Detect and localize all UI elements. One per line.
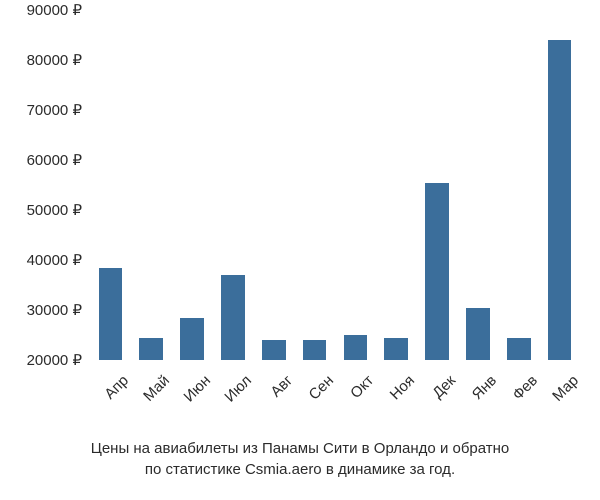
x-tick-label: Янв bbox=[460, 372, 500, 412]
bar bbox=[221, 275, 245, 360]
x-tick-label: Окт bbox=[337, 372, 377, 412]
x-tick-label: Авг bbox=[255, 372, 295, 412]
bar bbox=[425, 183, 449, 361]
bar bbox=[180, 318, 204, 361]
bar bbox=[466, 308, 490, 361]
y-tick-label: 30000 ₽ bbox=[27, 301, 82, 319]
plot-area: 20000 ₽30000 ₽40000 ₽50000 ₽60000 ₽70000… bbox=[90, 10, 580, 360]
bar bbox=[303, 340, 327, 360]
bar bbox=[507, 338, 531, 361]
y-tick-label: 90000 ₽ bbox=[27, 1, 82, 19]
x-tick-label: Июн bbox=[174, 372, 214, 412]
x-tick-label: Мар bbox=[541, 372, 581, 412]
bar bbox=[262, 340, 286, 360]
x-tick-label: Сен bbox=[296, 372, 336, 412]
x-tick-label: Апр bbox=[92, 372, 132, 412]
y-tick-label: 50000 ₽ bbox=[27, 201, 82, 219]
bar bbox=[139, 338, 163, 361]
y-tick-label: 40000 ₽ bbox=[27, 251, 82, 269]
y-tick-label: 20000 ₽ bbox=[27, 351, 82, 369]
y-tick-label: 60000 ₽ bbox=[27, 151, 82, 169]
x-tick-label: Фев bbox=[500, 372, 540, 412]
bars-container bbox=[90, 10, 580, 360]
bar bbox=[384, 338, 408, 361]
bar bbox=[344, 335, 368, 360]
x-tick-label: Май bbox=[133, 372, 173, 412]
x-tick-label: Июл bbox=[215, 372, 255, 412]
y-tick-label: 70000 ₽ bbox=[27, 101, 82, 119]
x-tick-label: Дек bbox=[419, 372, 459, 412]
bar bbox=[99, 268, 123, 361]
y-tick-label: 80000 ₽ bbox=[27, 51, 82, 69]
chart-caption-line-1: Цены на авиабилеты из Панамы Сити в Орла… bbox=[0, 438, 600, 459]
chart-caption-line-2: по статистике Csmia.aero в динамике за г… bbox=[0, 459, 600, 480]
x-tick-label: Ноя bbox=[378, 372, 418, 412]
price-chart: 20000 ₽ 30000 ₽ 40000 ₽ 50000 ₽ 60000 ₽ 70000… bbox=[0, 0, 600, 500]
bar bbox=[548, 40, 572, 360]
